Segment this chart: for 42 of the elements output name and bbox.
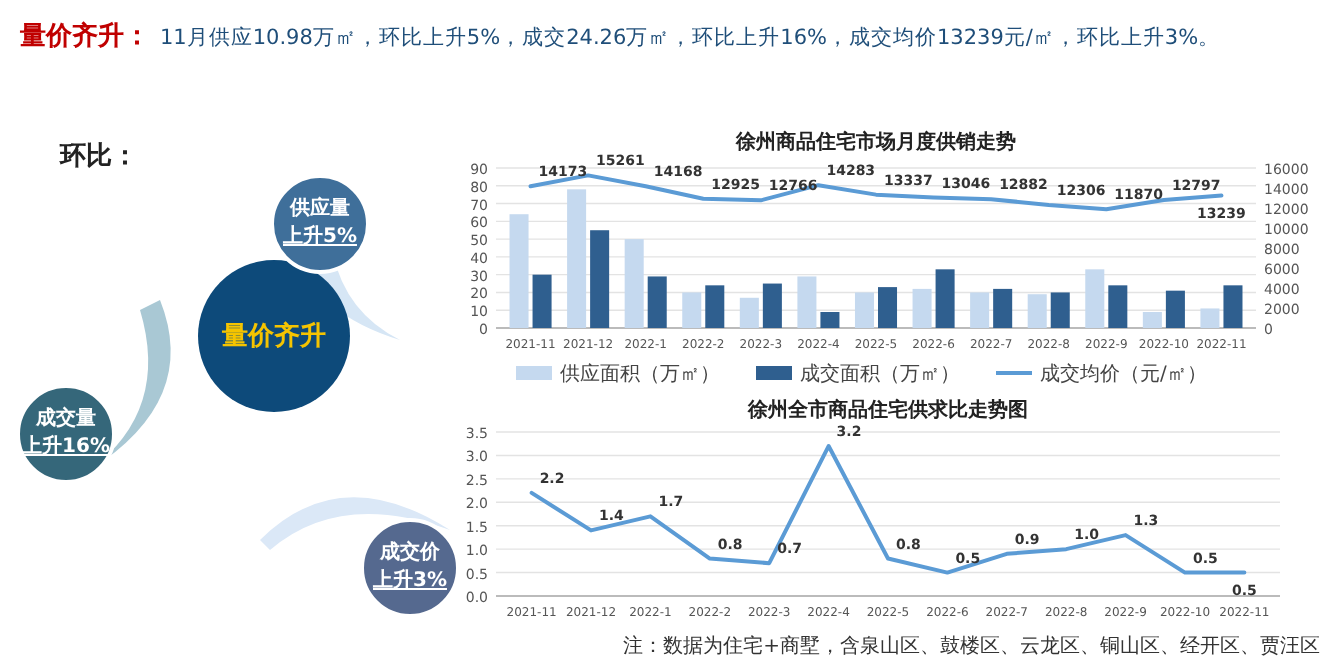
line-series bbox=[529, 444, 1247, 575]
bar bbox=[705, 285, 725, 328]
bar bbox=[590, 230, 610, 328]
text: 11月供应10.98万㎡，环比上升5%，成交24.26万㎡，环比上升16%，成交均价13239元/㎡，环比上升3%。 bbox=[160, 24, 1221, 50]
bar bbox=[1108, 285, 1128, 328]
bar bbox=[1223, 285, 1243, 328]
legend-label: 成交面积（万㎡） bbox=[800, 362, 960, 386]
bar bbox=[739, 297, 759, 328]
bar bbox=[1165, 290, 1185, 328]
bar bbox=[1200, 308, 1220, 328]
text: 注：数据为住宅+商墅，含泉山区、鼓楼区、云龙区、铜山区、经开区、贾汪区 bbox=[623, 634, 1320, 658]
bar bbox=[878, 287, 898, 328]
text: 成交量 bbox=[34, 406, 96, 430]
legend-label: 成交均价（元/㎡） bbox=[1040, 362, 1207, 386]
text: 上升5% bbox=[281, 224, 357, 248]
chart-title: 徐州全市商品住宅供求比走势图 bbox=[746, 398, 1028, 422]
text: 量价齐升： bbox=[18, 20, 150, 52]
bar bbox=[970, 292, 990, 328]
text: 环比： bbox=[58, 142, 138, 172]
text: 量价齐升 bbox=[220, 320, 326, 352]
bar bbox=[1050, 292, 1070, 328]
bar bbox=[820, 312, 840, 328]
bar bbox=[682, 292, 702, 328]
bar bbox=[935, 269, 955, 328]
legend-label: 供应面积（万㎡） bbox=[560, 362, 720, 386]
bar bbox=[993, 288, 1013, 328]
bar bbox=[647, 276, 667, 328]
bar bbox=[532, 274, 552, 328]
bar bbox=[912, 288, 932, 328]
bar bbox=[762, 283, 782, 328]
bar bbox=[567, 189, 587, 328]
bar bbox=[1142, 312, 1162, 328]
bar bbox=[509, 214, 529, 328]
bar bbox=[1027, 294, 1047, 328]
bar bbox=[854, 292, 874, 328]
text: 供应量 bbox=[288, 196, 350, 220]
chart-title: 徐州商品住宅市场月度供销走势 bbox=[734, 130, 1016, 154]
bar bbox=[624, 239, 644, 328]
bar bbox=[797, 276, 817, 328]
bar bbox=[1085, 269, 1105, 328]
text: 成交价 bbox=[378, 540, 442, 564]
text: 上升3% bbox=[371, 568, 447, 592]
